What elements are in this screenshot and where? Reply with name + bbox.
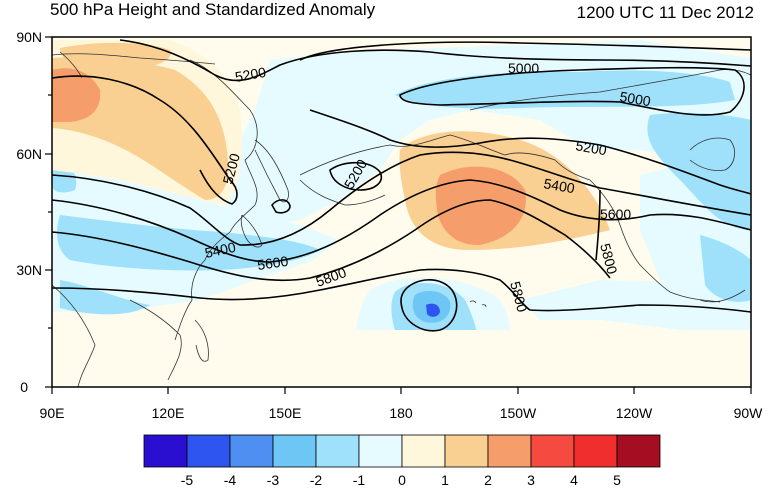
contour-5200-mid bbox=[309, 109, 751, 195]
lat-ticks bbox=[45, 36, 52, 388]
contour-label-5200-d: 5200 bbox=[574, 137, 608, 158]
coast-seasia bbox=[129, 299, 182, 381]
coast-hawaii bbox=[469, 300, 487, 308]
coast-aleutians bbox=[299, 179, 386, 206]
contour-5800-south bbox=[52, 268, 751, 313]
coastlines bbox=[52, 51, 751, 387]
lon-label-120w: 120W bbox=[616, 405, 653, 421]
coast-philippines bbox=[194, 319, 209, 362]
colorbar-swatch bbox=[616, 434, 661, 468]
colorbar-swatch bbox=[487, 434, 532, 468]
colorbar-label: 2 bbox=[484, 472, 492, 488]
valid-time: 1200 UTC 11 Dec 2012 bbox=[576, 3, 754, 22]
lon-label-150e: 150E bbox=[269, 405, 302, 421]
contour-label-5800-b: 5800 bbox=[597, 242, 621, 276]
contour-low-bering bbox=[329, 161, 382, 191]
contour-5800-west bbox=[595, 189, 601, 261]
anomaly-neg2-china bbox=[57, 215, 321, 271]
contour-label-5400-a: 5400 bbox=[203, 239, 237, 261]
anomaly-neg2-hudson bbox=[700, 235, 751, 302]
anomaly-neg4-central-pacific bbox=[426, 303, 440, 317]
contour-5000-canada bbox=[399, 66, 745, 116]
contour-label-5400-b: 5400 bbox=[542, 175, 576, 196]
colorbar-label: -4 bbox=[224, 472, 237, 488]
map-title: 500 hPa Height and Standardized Anomaly bbox=[50, 0, 376, 19]
colorbar-label: 1 bbox=[441, 472, 449, 488]
colorbar-label: -2 bbox=[310, 472, 323, 488]
coast-alaska bbox=[299, 134, 591, 181]
coast-japan bbox=[240, 214, 263, 248]
anomaly-neg1-east-pacific bbox=[520, 280, 751, 340]
lat-label-90n: 90N bbox=[16, 29, 42, 45]
anomaly-pos3-siberia bbox=[52, 68, 101, 122]
colorbar-label: -1 bbox=[353, 472, 366, 488]
colorbar-swatch bbox=[229, 434, 274, 468]
contour-low-kamchatka bbox=[271, 199, 291, 214]
anomaly-shading bbox=[52, 40, 751, 387]
anomaly-neg2-canada bbox=[647, 112, 751, 230]
anomaly-neg2-beaufort bbox=[395, 70, 735, 109]
colorbar-swatch bbox=[401, 434, 446, 468]
lon-label-90e: 90E bbox=[40, 405, 65, 421]
colorbar-label: 3 bbox=[527, 472, 535, 488]
lat-label-60n: 60N bbox=[16, 146, 42, 162]
anomaly-pos1-subtropics bbox=[52, 330, 751, 387]
coast-asia-east bbox=[174, 59, 258, 341]
coast-north-america-west bbox=[589, 179, 721, 303]
contour-5400 bbox=[52, 151, 751, 246]
colorbar-label: 0 bbox=[398, 472, 406, 488]
colorbar-swatch bbox=[315, 434, 360, 468]
contour-5200-pole bbox=[52, 75, 238, 205]
colorbar-swatch bbox=[530, 434, 575, 468]
contour-label-5800-c: 5800 bbox=[507, 280, 531, 314]
coast-arctic-asia bbox=[52, 53, 216, 65]
contour-low-pacific bbox=[400, 279, 458, 332]
lon-label-120e: 120E bbox=[152, 405, 185, 421]
coast-hudson-bay bbox=[689, 137, 735, 171]
coast-gulf-mexico bbox=[699, 289, 746, 303]
colorbar-label: -3 bbox=[267, 472, 280, 488]
anomaly-pos2-arctic bbox=[60, 42, 171, 70]
colorbar bbox=[143, 434, 661, 468]
lat-label-0: 0 bbox=[20, 379, 28, 395]
contour-5800 bbox=[52, 199, 611, 282]
colorbar-swatch bbox=[272, 434, 317, 468]
lon-label-180: 180 bbox=[389, 405, 413, 421]
contour-5600 bbox=[52, 179, 751, 263]
contour-5000-arctic bbox=[299, 41, 751, 61]
contour-5200-outer bbox=[119, 39, 751, 82]
colorbar-label: 5 bbox=[613, 472, 621, 488]
colorbar-swatch bbox=[186, 434, 231, 468]
colorbar-label: 4 bbox=[570, 472, 578, 488]
lon-labels: 90E 120E 150E 180 150W 120W 90W bbox=[40, 405, 764, 421]
lon-ticks bbox=[51, 387, 752, 394]
lat-labels: 90N 60N 30N 0 bbox=[16, 29, 42, 395]
lat-label-30n: 30N bbox=[16, 262, 42, 278]
contour-label-5600-a: 5600 bbox=[256, 253, 289, 273]
colorbar-swatch bbox=[358, 434, 403, 468]
coast-india bbox=[52, 284, 96, 387]
contour-label-5600-b: 5600 bbox=[600, 206, 631, 222]
lon-label-150w: 150W bbox=[500, 405, 537, 421]
contour-label-5200-a: 5200 bbox=[234, 64, 268, 85]
colorbar-label: -5 bbox=[181, 472, 194, 488]
lon-label-90w: 90W bbox=[734, 405, 764, 421]
colorbar-labels: -5 -4 -3 -2 -1 0 1 2 3 4 5 bbox=[181, 472, 621, 488]
height-contours bbox=[52, 39, 751, 332]
colorbar-swatch bbox=[573, 434, 618, 468]
contour-label-5000-a: 5000 bbox=[508, 60, 539, 76]
colorbar-swatch bbox=[444, 434, 489, 468]
colorbar-swatch bbox=[143, 434, 188, 468]
contour-label-5000-b: 5000 bbox=[618, 88, 652, 109]
contour-label-5200-b: 5200 bbox=[219, 151, 243, 185]
